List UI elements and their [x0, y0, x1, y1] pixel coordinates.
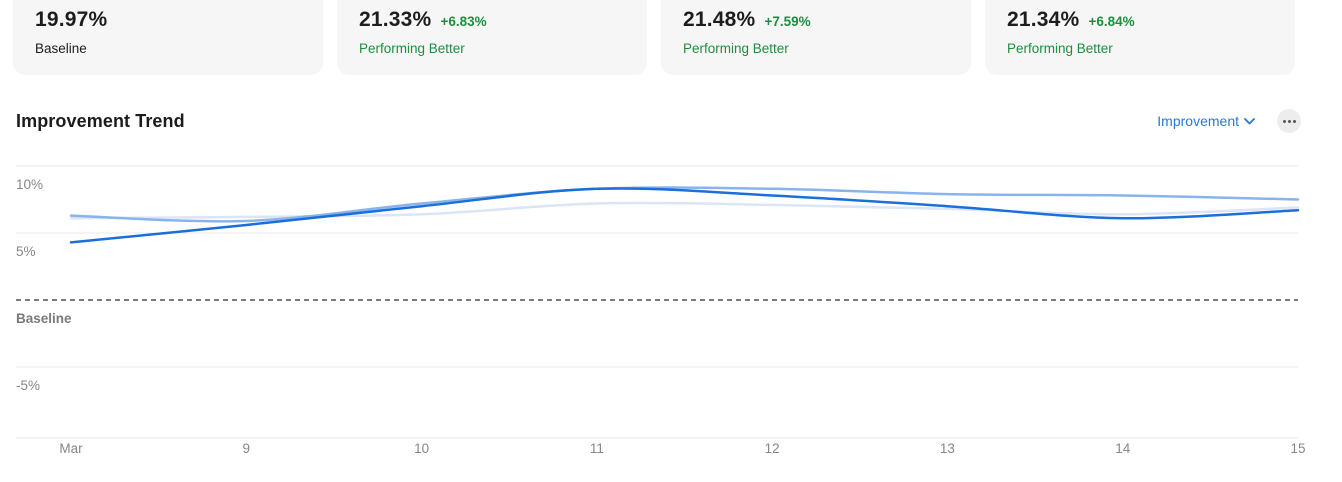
metric-value: 21.48%	[683, 8, 756, 31]
metric-value: 21.34%	[1007, 8, 1080, 31]
chart-controls: Improvement	[1157, 109, 1301, 133]
y-axis-label: -5%	[16, 378, 41, 393]
series-line-improvement-reference	[69, 201, 1300, 220]
metric-value: 19.97%	[35, 8, 108, 31]
metric-card-2[interactable]: 21.48% +7.59% Performing Better	[661, 0, 971, 75]
y-axis-label: Baseline	[16, 311, 72, 326]
filter-label: Improvement	[1157, 113, 1239, 129]
series-line-improvement-comparison	[69, 186, 1300, 223]
series-line-improvement-current	[69, 187, 1300, 244]
x-axis-label: Mar	[59, 441, 83, 456]
metric-card-1[interactable]: 21.33% +6.83% Performing Better	[337, 0, 647, 75]
metric-label: Performing Better	[359, 41, 465, 56]
metric-delta: +6.84%	[1088, 14, 1135, 29]
metric-label: Baseline	[35, 41, 87, 56]
metric-delta: +6.83%	[440, 14, 487, 29]
y-axis-label: 10%	[16, 177, 44, 192]
x-axis-label: 12	[764, 441, 780, 456]
metric-label: Performing Better	[1007, 41, 1113, 56]
chevron-down-icon	[1244, 117, 1255, 124]
page-title: Improvement Trend	[16, 111, 185, 131]
x-axis-label: 15	[1290, 441, 1306, 456]
x-axis-label: 9	[242, 441, 251, 456]
x-axis-label: 13	[939, 441, 955, 456]
x-axis-label: 14	[1115, 441, 1131, 456]
more-options-button[interactable]	[1277, 109, 1301, 133]
metric-delta: +7.59%	[764, 14, 811, 29]
x-axis-label: 10	[414, 441, 430, 456]
x-axis-label: 11	[589, 441, 604, 456]
metric-card-3[interactable]: 21.34% +6.84% Performing Better	[985, 0, 1295, 75]
y-axis-label: 5%	[16, 244, 36, 259]
metric-value: 21.33%	[359, 8, 432, 31]
ellipsis-icon	[1282, 119, 1286, 123]
improvement-filter-dropdown[interactable]: Improvement	[1157, 113, 1255, 129]
metric-label: Performing Better	[683, 41, 789, 56]
metric-card-baseline[interactable]: 19.97% Baseline	[13, 0, 323, 75]
